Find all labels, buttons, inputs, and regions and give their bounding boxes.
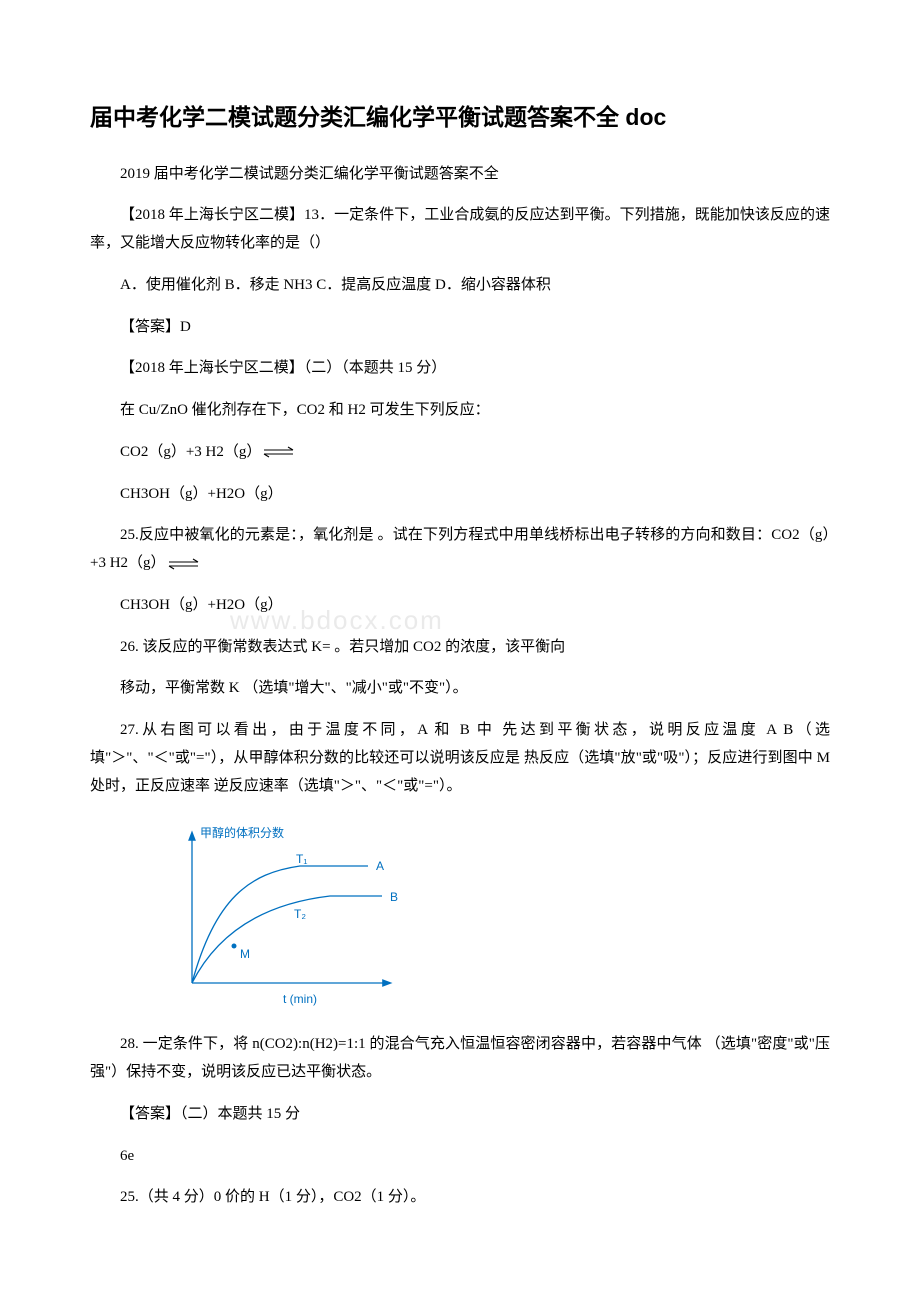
svg-text:T₂: T₂ bbox=[294, 907, 306, 921]
paragraph-6e: 6e bbox=[90, 1143, 830, 1171]
methanol-fraction-chart: T₁ A T₂ B Mt (min) 甲醇的体积分数 bbox=[150, 818, 830, 1013]
equilibrium-arrow-icon bbox=[261, 446, 297, 458]
svg-text:t (min): t (min) bbox=[283, 992, 317, 1006]
paragraph-q27: 27.从右图可以看出，由于温度不同，A 和 B 中 先达到平衡状态，说明反应温度… bbox=[90, 717, 830, 800]
paragraph-answer-25: 25.（共 4 分）0 价的 H（1 分），CO2（1 分）。 bbox=[90, 1184, 830, 1212]
paragraph-q13-options: A．使用催化剂 B．移走 NH3 C．提高反应温度 D．缩小容器体积 bbox=[90, 272, 830, 300]
paragraph-section2-header: 【2018 年上海长宁区二模】（二）（本题共 15 分） bbox=[90, 355, 830, 383]
paragraph-answer-header: 【答案】（二）本题共 15 分 bbox=[90, 1101, 830, 1129]
equilibrium-arrow-icon bbox=[166, 558, 202, 570]
paragraph-q25: 25.反应中被氧化的元素是：，氧化剂是 。试在下列方程式中用单线桥标出电子转移的… bbox=[90, 522, 830, 578]
paragraph-q13-stem: 【2018 年上海长宁区二模】13．一定条件下，工业合成氨的反应达到平衡。下列措… bbox=[90, 202, 830, 258]
paragraph-q28: 28. 一定条件下，将 n(CO2):n(H2)=1:1 的混合气充入恒温恒容密… bbox=[90, 1031, 830, 1087]
svg-text:B: B bbox=[390, 890, 398, 904]
paragraph-reaction-intro: 在 Cu/ZnO 催化剂存在下，CO2 和 H2 可发生下列反应： bbox=[90, 397, 830, 425]
page-title: 届中考化学二模试题分类汇编化学平衡试题答案不全 doc bbox=[90, 100, 830, 135]
paragraph-equation-line2: CH3OH（g）+H2O（g） bbox=[90, 481, 830, 509]
paragraph-equation-line1: CO2（g）+3 H2（g） bbox=[90, 439, 830, 467]
equation-lhs: CO2（g）+3 H2（g） bbox=[120, 444, 261, 460]
chart-svg: T₁ A T₂ B Mt (min) 甲醇的体积分数 bbox=[150, 818, 410, 1008]
svg-text:M: M bbox=[240, 947, 250, 961]
paragraph-q26: 26. 该反应的平衡常数表达式 K= 。若只增加 CO2 的浓度，该平衡向 bbox=[90, 634, 830, 662]
paragraph-q26b: 移动，平衡常数 K （选填"增大"、"减小"或"不变"）。 bbox=[90, 675, 830, 703]
paragraph-q25-eq-rhs: CH3OH（g）+H2O（g） bbox=[90, 592, 830, 620]
paragraph-q13-answer: 【答案】D bbox=[90, 314, 830, 342]
svg-text:T₁: T₁ bbox=[296, 852, 307, 866]
svg-text:A: A bbox=[376, 859, 384, 873]
paragraph-intro: 2019 届中考化学二模试题分类汇编化学平衡试题答案不全 bbox=[90, 161, 830, 189]
svg-text:甲醇的体积分数: 甲醇的体积分数 bbox=[200, 825, 284, 840]
